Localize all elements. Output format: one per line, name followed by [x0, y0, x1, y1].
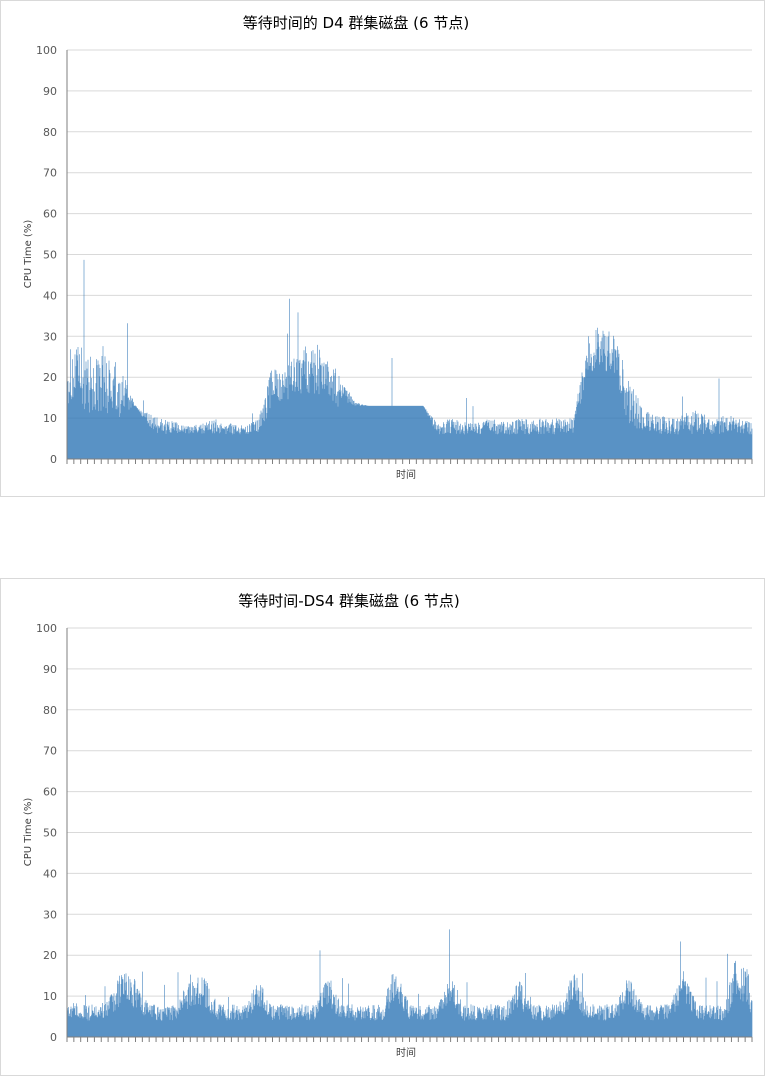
series-area [66, 259, 753, 459]
y-tick-label: 30 [43, 908, 57, 921]
y-tick-label: 50 [43, 249, 57, 262]
y-tick-label: 20 [43, 371, 57, 384]
y-tick-label: 0 [50, 453, 57, 466]
y-tick-label: 60 [43, 208, 57, 221]
y-tick-label: 70 [43, 167, 57, 180]
y-tick-label: 40 [43, 867, 57, 880]
chart-2-svg: 等待时间-DS4 群集磁盘 (6 节点) CPU Time (%) 时间 0 10… [23, 592, 753, 1059]
chart-2-title: 等待时间-DS4 群集磁盘 (6 节点) [238, 592, 460, 610]
chart-1-svg: 等待时间的 D4 群集磁盘 (6 节点) CPU Time (%) 时间 0 10… [23, 14, 753, 481]
y-tick-label: 0 [50, 1031, 57, 1044]
y-tick-label: 70 [43, 745, 57, 758]
y-tick-label: 90 [43, 85, 57, 98]
chart-2-y-axis-title: CPU Time (%) [23, 798, 34, 867]
chart-1-y-axis-title: CPU Time (%) [23, 220, 34, 289]
y-tick-label: 90 [43, 663, 57, 676]
chart-1-container: 等待时间的 D4 群集磁盘 (6 节点) CPU Time (%) 时间 0 10… [0, 0, 765, 497]
y-tick-label: 80 [43, 704, 57, 717]
y-tick-label: 10 [43, 412, 57, 425]
y-tick-label: 100 [36, 622, 57, 635]
chart-2-x-axis-title: 时间 [396, 1046, 416, 1059]
y-tick-label: 10 [43, 990, 57, 1003]
series-area [66, 929, 753, 1037]
y-tick-label: 60 [43, 786, 57, 799]
y-tick-label: 20 [43, 949, 57, 962]
y-tick-label: 40 [43, 289, 57, 302]
y-tick-label: 50 [43, 827, 57, 840]
y-tick-label: 80 [43, 126, 57, 139]
chart-1-x-axis-title: 时间 [396, 468, 416, 481]
y-tick-label: 30 [43, 330, 57, 343]
chart-2-container: 等待时间-DS4 群集磁盘 (6 节点) CPU Time (%) 时间 0 10… [0, 578, 765, 1076]
chart-1-title: 等待时间的 D4 群集磁盘 (6 节点) [243, 14, 469, 32]
y-tick-label: 100 [36, 44, 57, 57]
